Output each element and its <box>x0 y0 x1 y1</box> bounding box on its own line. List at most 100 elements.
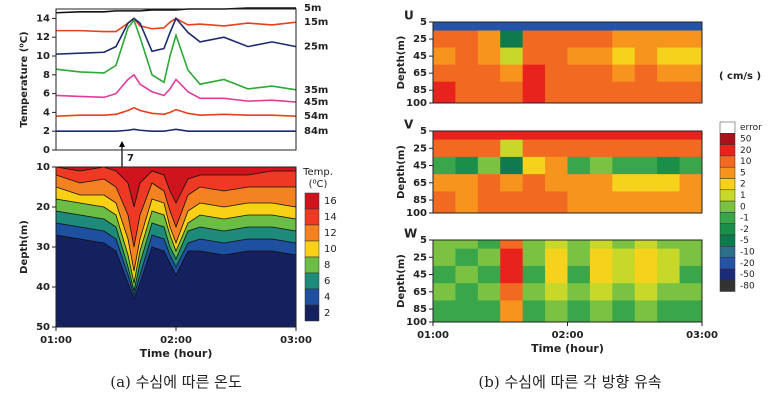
velocity-cell <box>500 22 524 31</box>
velocity-cell <box>657 156 680 175</box>
velocity-cell <box>612 300 636 323</box>
colorbar-title: ( cm/s ) <box>719 71 761 82</box>
y-tick-label: 45 <box>413 270 427 281</box>
x-axis-label: Time (hour) <box>531 342 604 355</box>
colorbar-swatch <box>719 234 736 247</box>
velocity-cell <box>477 47 501 66</box>
y-tick-label: 25 <box>413 252 427 263</box>
velocity-cell <box>589 191 613 214</box>
y-tick-label: 6 <box>43 89 50 100</box>
velocity-cell <box>545 265 568 284</box>
y-tick-label: 100 <box>406 208 427 219</box>
velocity-cell <box>477 156 501 175</box>
velocity-cell <box>455 174 479 192</box>
velocity-cell <box>589 64 613 83</box>
velocity-cell <box>634 300 658 323</box>
velocity-cell <box>433 131 456 141</box>
colorbar-label: 14 <box>324 212 337 223</box>
velocity-cell <box>589 248 613 267</box>
velocity-cell <box>433 47 456 66</box>
series-label: 5m <box>304 3 321 14</box>
velocity-cell <box>567 22 591 31</box>
velocity-cell <box>455 191 479 214</box>
velocity-cell <box>589 139 613 158</box>
colorbar-label: -5 <box>740 236 749 246</box>
velocity-cell <box>612 131 636 141</box>
colorbar-swatch <box>719 178 736 191</box>
velocity-cell <box>679 240 703 250</box>
velocity-cell <box>679 191 703 214</box>
velocity-cell <box>657 47 680 66</box>
velocity-cell <box>612 265 636 284</box>
velocity-cell <box>612 22 636 31</box>
y-tick-label: 5 <box>420 17 427 28</box>
y-axis-label: Depth(m) <box>396 36 407 90</box>
velocity-cell <box>634 81 658 104</box>
velocity-cell <box>455 81 479 104</box>
velocity-cell <box>567 265 591 284</box>
x-axis-label: Time (hour) <box>140 347 213 360</box>
colorbar-swatch <box>304 272 320 290</box>
velocity-cell <box>589 47 613 66</box>
temperature-line <box>55 18 297 91</box>
velocity-cell <box>455 131 479 141</box>
velocity-cell <box>567 47 591 66</box>
velocity-cell <box>455 283 479 301</box>
velocity-cell <box>433 81 456 104</box>
colorbar-label: 0 <box>740 202 746 212</box>
velocity-cell <box>567 191 591 214</box>
colorbar-swatch <box>304 288 320 306</box>
velocity-cell <box>477 22 501 31</box>
velocity-cell <box>522 30 546 48</box>
colorbar-swatch <box>304 208 320 226</box>
velocity-cell <box>545 30 568 48</box>
velocity-cell <box>545 22 568 31</box>
velocity-cell <box>545 300 568 323</box>
velocity-cell <box>612 64 636 83</box>
panel-label: W <box>404 227 417 241</box>
velocity-cell <box>589 131 613 141</box>
colorbar-label: -50 <box>740 270 755 280</box>
velocity-cell <box>567 64 591 83</box>
colorbar-label: 2 <box>324 308 330 319</box>
velocity-cell <box>477 131 501 141</box>
velocity-cell <box>679 174 703 192</box>
temperature-line <box>55 73 297 103</box>
colorbar-label: 10 <box>324 244 337 255</box>
y-tick-label: 8 <box>43 70 50 81</box>
velocity-cell <box>634 30 658 48</box>
velocity-cell <box>545 139 568 158</box>
velocity-cell <box>522 191 546 214</box>
velocity-cell <box>522 22 546 31</box>
isotherm-band <box>55 166 297 248</box>
colorbar-label: 12 <box>324 228 337 239</box>
y-tick-label: 85 <box>413 85 427 96</box>
colorbar-swatch <box>304 224 320 242</box>
y-axis-label: Temperature (⁰C) <box>19 31 30 127</box>
velocity-cell <box>545 64 568 83</box>
series-label: 84m <box>304 126 328 137</box>
velocity-cell <box>657 191 680 214</box>
colorbar-swatch <box>719 189 736 202</box>
y-tick-label: 65 <box>413 68 427 79</box>
velocity-cell <box>634 131 658 141</box>
x-tick-label: 02:00 <box>160 335 192 346</box>
velocity-cell <box>634 156 658 175</box>
colorbar-label: 2 <box>740 180 746 190</box>
colorbar-label: -20 <box>740 259 755 269</box>
velocity-cell <box>455 240 479 250</box>
colorbar-title: Temp. <box>302 167 333 178</box>
velocity-cell <box>612 156 636 175</box>
velocity-cell <box>567 240 591 250</box>
velocity-cell <box>657 30 680 48</box>
colorbar-swatch <box>719 166 736 179</box>
colorbar-swatch <box>719 155 736 168</box>
velocity-cell <box>500 191 524 214</box>
y-tick-label: 100 <box>406 317 427 328</box>
velocity-cell <box>522 156 546 175</box>
velocity-cell <box>657 248 680 267</box>
colorbar-label: error <box>740 123 762 133</box>
velocity-cell <box>522 300 546 323</box>
velocity-cell <box>545 191 568 214</box>
velocity-cell <box>612 174 636 192</box>
